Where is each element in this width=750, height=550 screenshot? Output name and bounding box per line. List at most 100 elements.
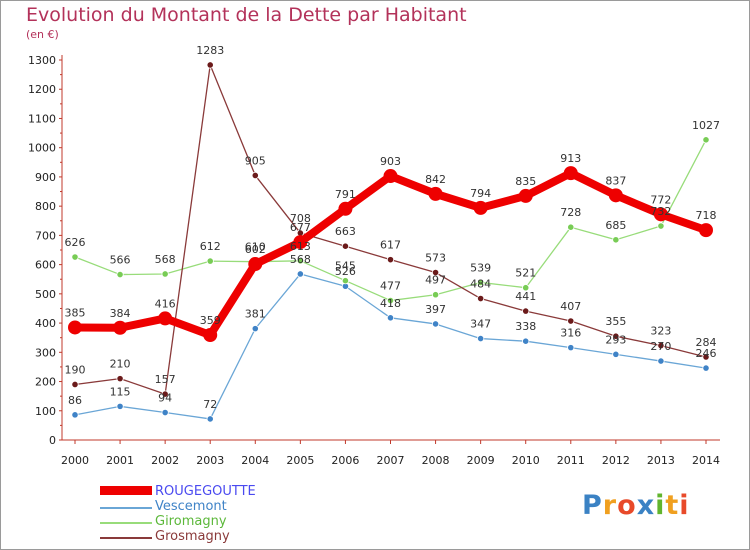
data-label-giromagny: 497: [425, 274, 446, 287]
data-point-giromagny: [206, 257, 214, 265]
data-point-vescemont: [477, 334, 485, 343]
y-tick-label: 200: [35, 376, 56, 389]
y-tick-label: 500: [35, 288, 56, 301]
data-point-rougegoutte: [608, 188, 623, 203]
data-label-giromagny: 613: [290, 240, 311, 253]
data-point-grosmagny: [341, 242, 350, 250]
logo-letter: x: [636, 490, 656, 521]
data-point-vescemont: [431, 320, 440, 328]
legend-swatch: [100, 522, 152, 524]
y-tick-label: 1300: [28, 54, 56, 67]
data-label-rougegoutte: 602: [245, 243, 266, 256]
data-point-grosmagny: [161, 390, 169, 398]
data-label-giromagny: 539: [470, 261, 491, 274]
y-tick-label: 1100: [28, 112, 56, 125]
data-point-giromagny: [71, 253, 79, 261]
data-label-giromagny: 732: [650, 205, 671, 218]
chart-title: Evolution du Montant de la Dette par Hab…: [26, 4, 467, 26]
data-point-grosmagny: [702, 353, 710, 361]
x-tick-label: 2002: [151, 454, 179, 467]
data-label-grosmagny: 355: [605, 315, 626, 328]
data-point-vescemont: [116, 402, 124, 410]
data-label-rougegoutte: 842: [425, 173, 446, 186]
data-point-grosmagny: [431, 268, 440, 277]
data-label-rougegoutte: 903: [380, 155, 401, 168]
data-point-giromagny: [341, 277, 350, 285]
data-point-grosmagny: [116, 375, 124, 383]
data-point-vescemont: [702, 364, 710, 372]
data-label-vescemont: 72: [203, 398, 217, 411]
y-tick-label: 800: [35, 200, 56, 213]
data-label-grosmagny: 441: [515, 290, 536, 303]
data-label-giromagny: 566: [110, 254, 131, 267]
data-point-grosmagny: [71, 380, 79, 389]
data-point-grosmagny: [612, 332, 620, 340]
data-point-rougegoutte: [293, 235, 308, 250]
data-point-rougegoutte: [203, 328, 218, 343]
data-point-rougegoutte: [518, 188, 533, 203]
data-point-giromagny: [612, 236, 620, 244]
data-label-vescemont: 381: [245, 308, 266, 321]
x-tick-label: 2003: [196, 454, 224, 467]
y-tick-label: 0: [49, 434, 56, 447]
data-label-vescemont: 270: [650, 340, 671, 353]
logo-letter: P: [582, 490, 603, 521]
data-label-rougegoutte: 837: [605, 174, 626, 187]
data-label-rougegoutte: 791: [335, 188, 356, 201]
data-point-vescemont: [386, 314, 395, 322]
x-tick-label: 2013: [647, 454, 675, 467]
data-point-vescemont: [657, 357, 665, 365]
data-point-grosmagny: [567, 317, 575, 325]
data-point-grosmagny: [477, 294, 485, 303]
data-label-vescemont: 246: [696, 347, 717, 360]
data-label-rougegoutte: 359: [200, 314, 221, 327]
data-point-rougegoutte: [428, 186, 443, 201]
data-label-giromagny: 610: [245, 241, 266, 254]
x-tick-label: 2009: [467, 454, 495, 467]
data-point-giromagny: [386, 296, 395, 305]
data-point-giromagny: [702, 136, 710, 144]
data-point-grosmagny: [657, 341, 665, 350]
data-point-rougegoutte: [248, 257, 263, 272]
data-point-rougegoutte: [699, 223, 713, 238]
y-tick-label: 300: [35, 346, 56, 359]
y-tick-label: 600: [35, 259, 56, 272]
data-label-grosmagny: 484: [470, 278, 491, 291]
y-tick-label: 1200: [28, 83, 56, 96]
data-label-vescemont: 86: [68, 394, 82, 407]
data-label-grosmagny: 663: [335, 225, 356, 238]
x-tick-label: 2014: [692, 454, 720, 467]
proxiti-logo: Proxiti: [582, 490, 690, 521]
data-label-rougegoutte: 835: [515, 175, 536, 188]
data-point-rougegoutte: [473, 200, 488, 215]
x-tick-label: 2004: [241, 454, 269, 467]
data-label-giromagny: 521: [515, 267, 536, 280]
y-tick-label: 900: [35, 171, 56, 184]
legend-label: Grosmagny: [155, 529, 230, 544]
legend-label: ROUGEGOUTTE: [155, 484, 256, 499]
data-label-giromagny: 1027: [692, 119, 720, 132]
data-label-rougegoutte: 794: [470, 187, 491, 200]
data-label-grosmagny: 708: [290, 212, 311, 225]
data-label-vescemont: 94: [158, 392, 172, 405]
legend-label: Vescemont: [155, 499, 227, 514]
data-label-giromagny: 545: [335, 260, 356, 273]
data-point-vescemont: [71, 411, 79, 419]
legend-swatch: [100, 486, 152, 495]
x-tick-label: 2000: [61, 454, 89, 467]
data-label-vescemont: 316: [560, 327, 581, 340]
data-label-grosmagny: 190: [65, 363, 86, 376]
data-point-giromagny: [522, 284, 530, 292]
data-point-vescemont: [206, 415, 214, 423]
data-label-giromagny: 612: [200, 240, 221, 253]
data-label-grosmagny: 905: [245, 154, 266, 167]
data-label-vescemont: 293: [605, 333, 626, 346]
data-point-giromagny: [431, 291, 440, 299]
data-label-giromagny: 568: [155, 253, 176, 266]
data-point-grosmagny: [386, 256, 395, 264]
data-label-rougegoutte: 677: [290, 221, 311, 234]
data-label-giromagny: 477: [380, 280, 401, 293]
data-label-vescemont: 526: [335, 265, 356, 278]
data-point-giromagny: [657, 222, 665, 230]
data-point-giromagny: [567, 223, 575, 231]
